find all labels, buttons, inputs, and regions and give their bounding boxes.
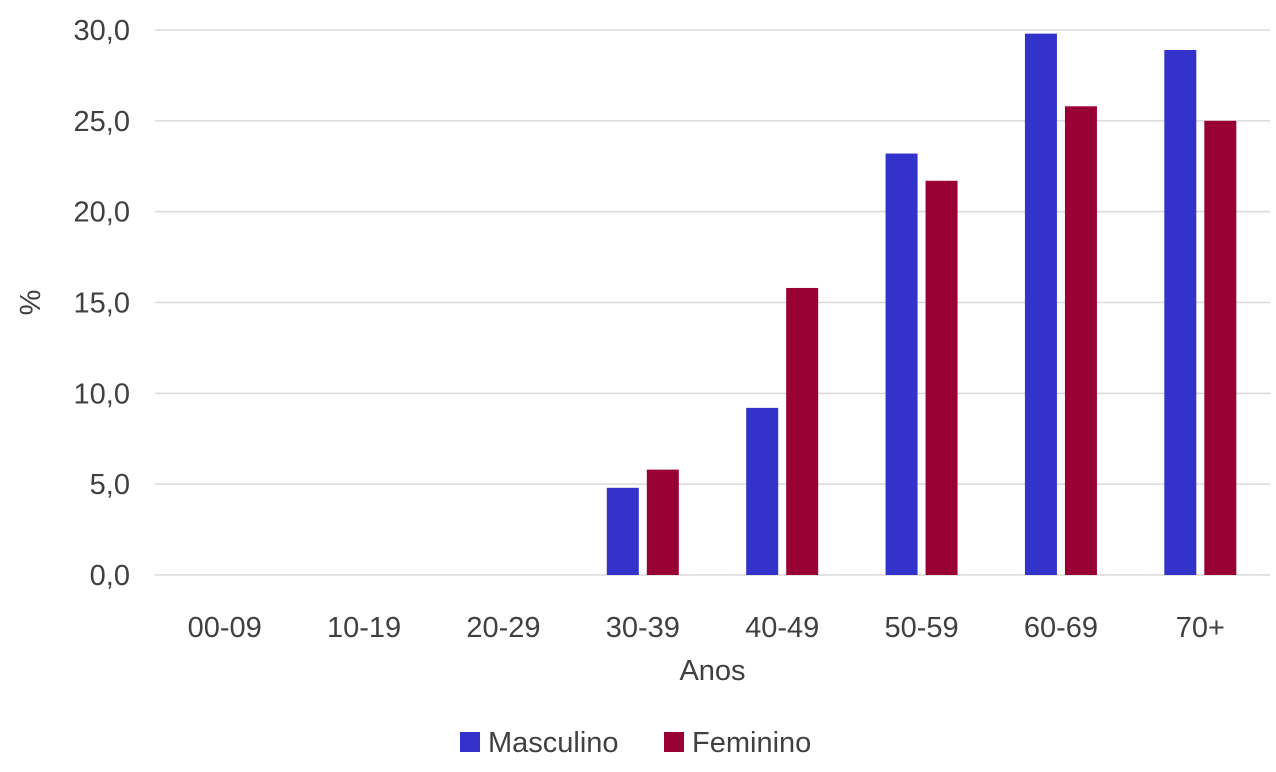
x-tick-label: 00-09 xyxy=(188,612,262,644)
legend-label: Masculino xyxy=(488,727,619,759)
x-tick-label: 70+ xyxy=(1176,612,1225,644)
x-tick-label: 40-49 xyxy=(745,612,819,644)
x-axis-title: Anos xyxy=(679,655,745,687)
legend-item-masculino: Masculino xyxy=(460,727,619,759)
y-tick-label: 15,0 xyxy=(74,288,130,320)
bar-feminino-60-69 xyxy=(1064,106,1097,576)
legend-label: Feminino xyxy=(692,727,811,759)
x-tick-label: 10-19 xyxy=(327,612,401,644)
legend-swatch xyxy=(664,732,684,752)
legend-item-feminino: Feminino xyxy=(664,727,811,759)
x-tick-label: 50-59 xyxy=(884,612,958,644)
y-axis-ticks: 0,0 5,0 10,0 15,0 20,0 25,0 30,0 xyxy=(74,15,130,592)
y-tick-label: 0,0 xyxy=(90,560,130,592)
y-tick-label: 20,0 xyxy=(74,197,130,229)
y-tick-label: 25,0 xyxy=(74,106,130,138)
legend-swatch xyxy=(460,732,480,752)
x-tick-label: 30-39 xyxy=(606,612,680,644)
x-axis-ticks: 00-09 10-19 20-29 30-39 40-49 50-59 60-69 70+ xyxy=(188,612,1225,644)
bar-feminino-40-49 xyxy=(786,287,819,575)
bar-feminino-50-59 xyxy=(925,180,958,576)
y-tick-label: 10,0 xyxy=(74,378,130,410)
y-tick-label: 30,0 xyxy=(74,15,130,47)
legend: Masculino Feminino xyxy=(460,727,811,759)
y-tick-label: 5,0 xyxy=(90,469,130,501)
bar-masculino-30-39 xyxy=(606,487,639,575)
bar-feminino-70+ xyxy=(1204,120,1237,575)
bars xyxy=(606,33,1237,576)
y-axis-title: % xyxy=(15,290,47,316)
x-tick-label: 20-29 xyxy=(466,612,540,644)
bar-feminino-30-39 xyxy=(646,469,679,575)
bar-masculino-40-49 xyxy=(746,407,779,575)
bar-masculino-60-69 xyxy=(1024,33,1057,575)
bar-masculino-50-59 xyxy=(885,153,918,576)
gridlines xyxy=(155,29,1270,576)
x-tick-label: 60-69 xyxy=(1024,612,1098,644)
bar-masculino-70+ xyxy=(1164,49,1197,575)
